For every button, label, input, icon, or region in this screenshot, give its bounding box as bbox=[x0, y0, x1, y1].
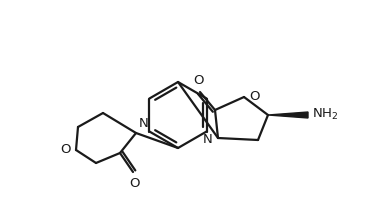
Text: O: O bbox=[194, 74, 204, 87]
Polygon shape bbox=[268, 112, 308, 118]
Text: O: O bbox=[130, 177, 140, 190]
Text: N: N bbox=[203, 133, 213, 146]
Text: O: O bbox=[60, 142, 71, 155]
Text: NH$_2$: NH$_2$ bbox=[312, 106, 339, 122]
Text: O: O bbox=[249, 90, 259, 103]
Text: N: N bbox=[139, 117, 149, 130]
